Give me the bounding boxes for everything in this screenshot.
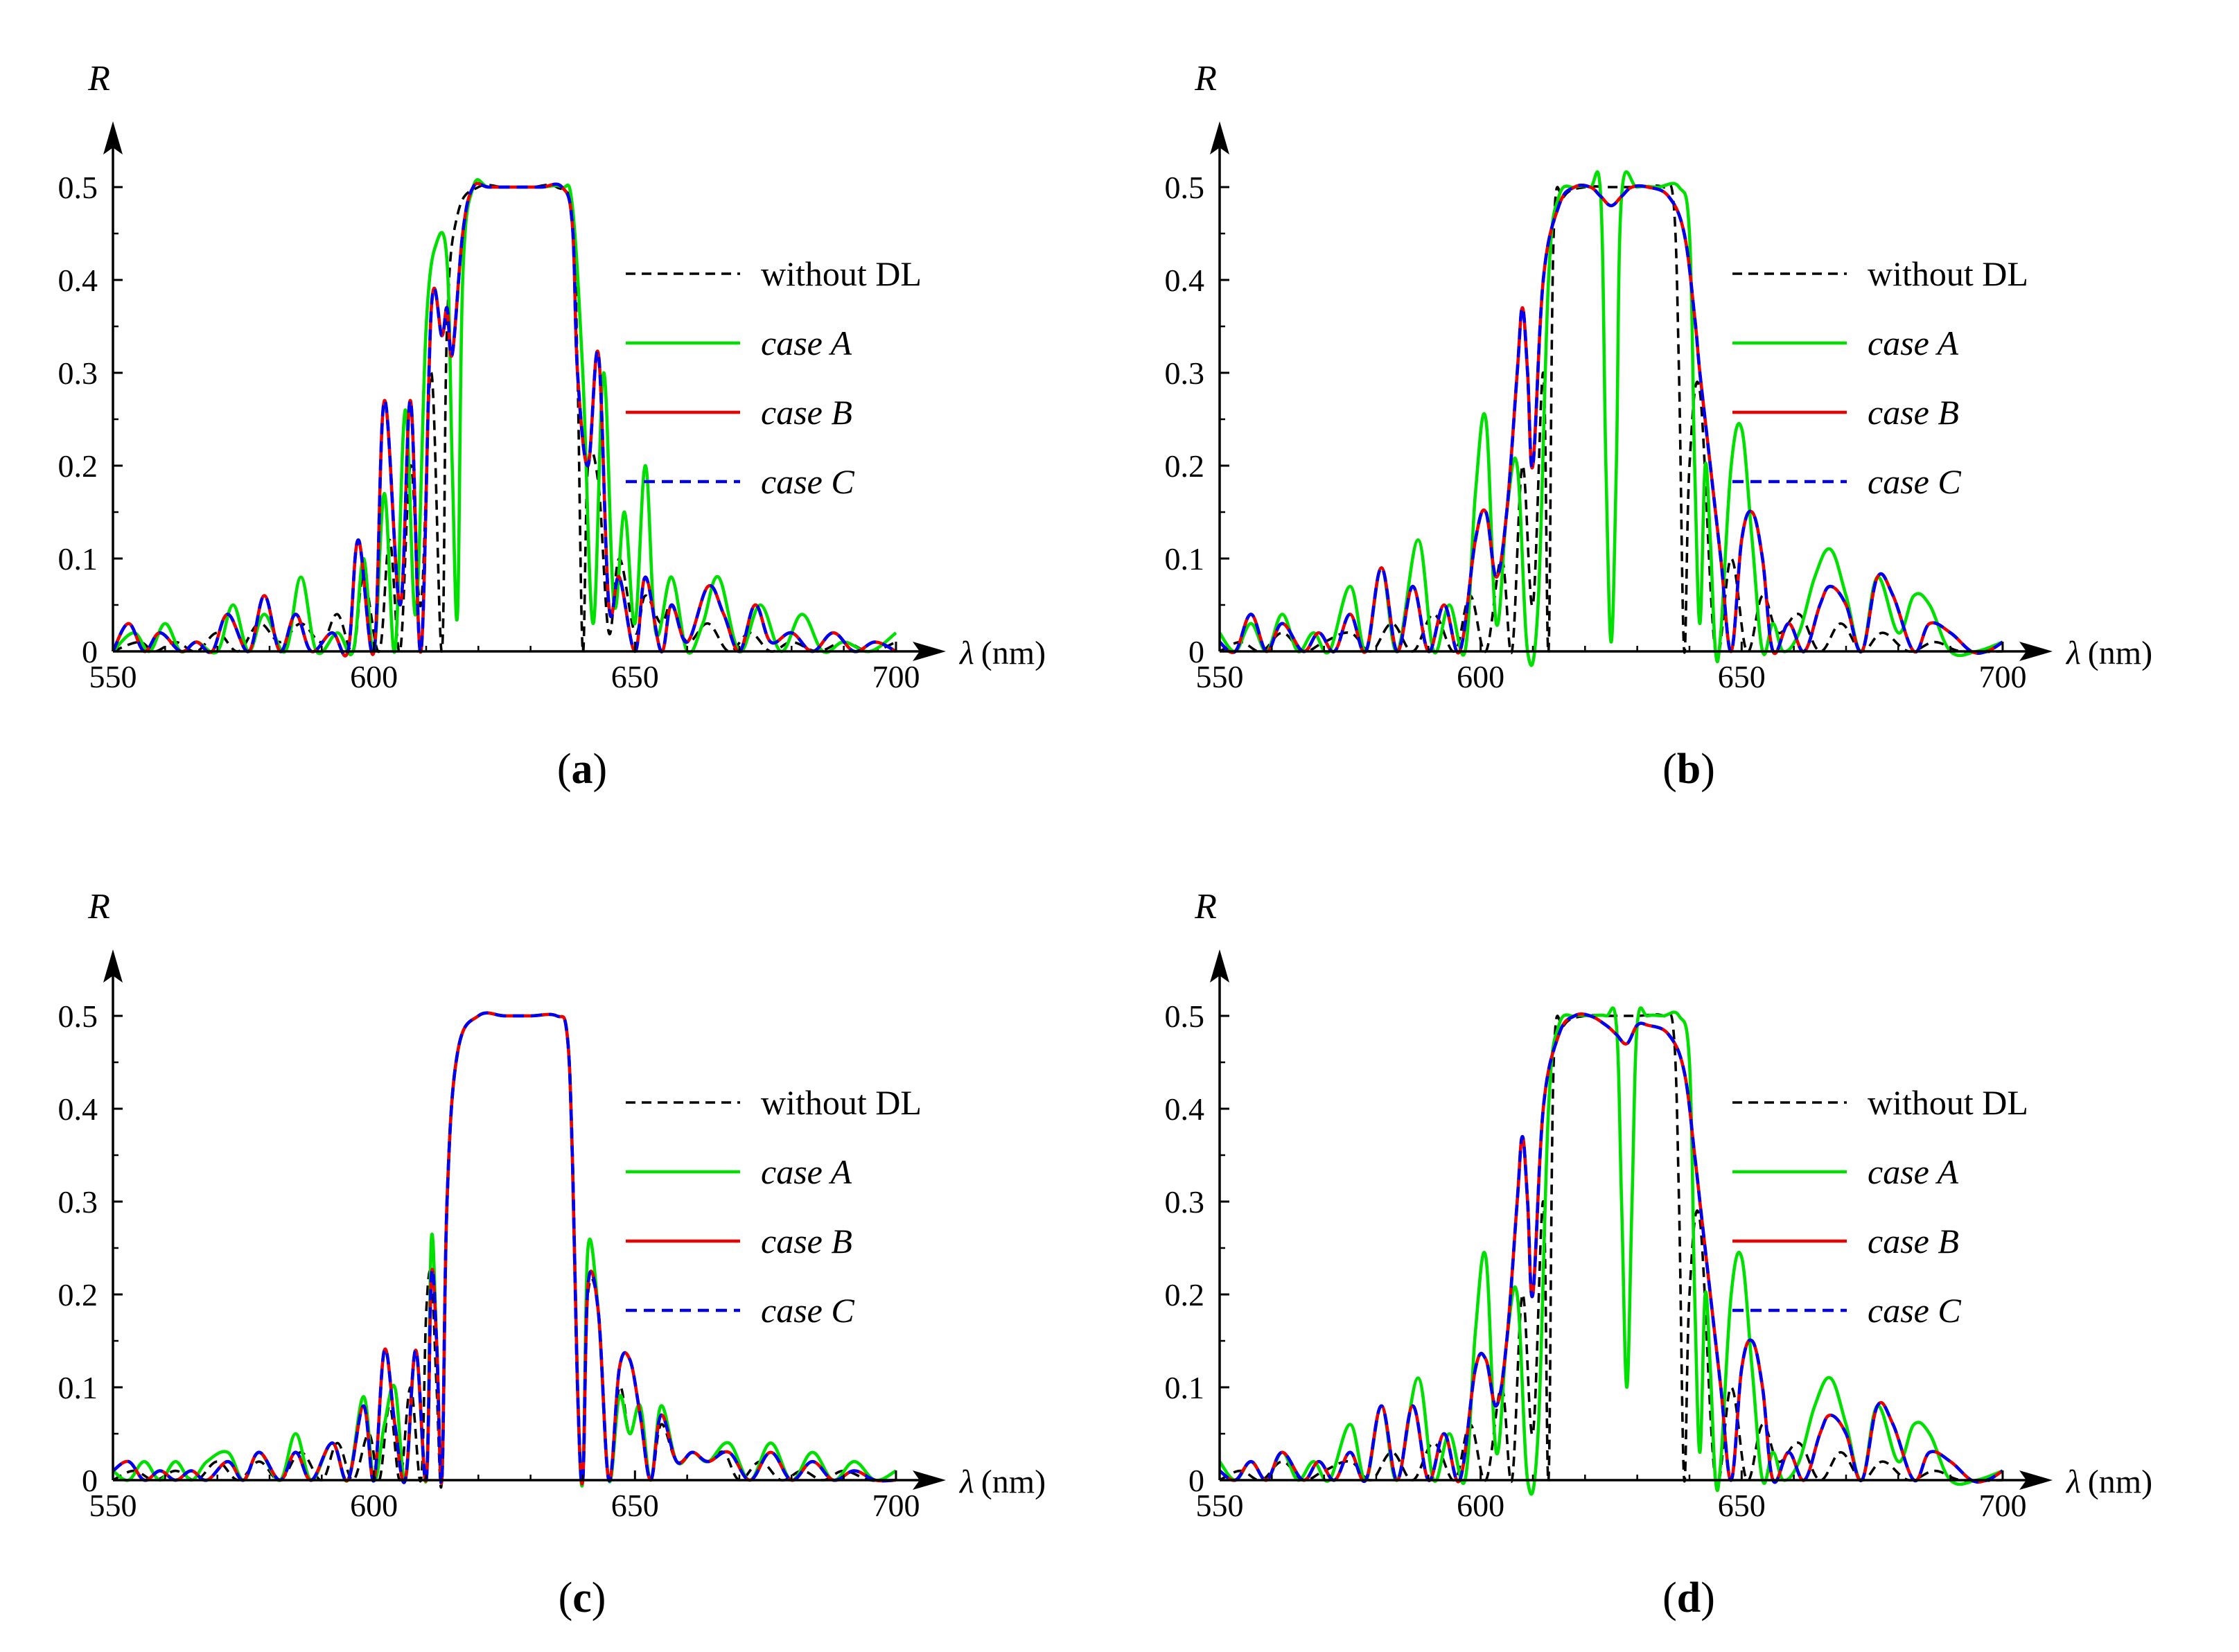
legend-label: case B <box>1868 393 1959 432</box>
y-tick-label: 0.1 <box>58 1370 98 1405</box>
legend-label: case C <box>1868 462 1961 501</box>
y-tick-label: 0.5 <box>58 999 98 1034</box>
panel-label: (a) <box>557 746 607 793</box>
y-tick-label: 0.1 <box>1165 1370 1205 1405</box>
x-tick-label: 550 <box>89 659 137 694</box>
panel-label: (d) <box>1662 1574 1715 1622</box>
y-axis-arrow-icon <box>1210 949 1229 983</box>
y-tick-label: 0.2 <box>58 448 98 484</box>
x-axis-unit: (nm) <box>981 1464 1046 1500</box>
y-axis-label: R <box>1194 59 1217 98</box>
legend-label: case B <box>1868 1222 1959 1260</box>
y-tick-label: 0 <box>1188 1463 1204 1498</box>
y-axis-arrow-icon <box>1210 121 1229 155</box>
series-line-case-a <box>112 178 897 656</box>
x-tick-label: 600 <box>1457 659 1504 694</box>
x-tick-label: 650 <box>611 659 659 694</box>
x-axis-unit: (nm) <box>981 635 1046 671</box>
y-axis-label: R <box>1194 887 1217 926</box>
x-axis-unit: (nm) <box>2088 1464 2152 1500</box>
x-tick-label: 700 <box>1978 1488 2026 1523</box>
chart-panel-a: 550 600 650 700 0 0.1 0.2 0.3 0.4 0.5 Rλ (nm) withou… <box>58 59 1046 793</box>
x-axis-arrow-icon <box>2019 642 2053 661</box>
y-tick-label: 0 <box>82 1463 98 1498</box>
x-tick-label: 700 <box>872 1488 920 1523</box>
y-tick-label: 0.4 <box>58 263 98 298</box>
x-axis-symbol: λ <box>958 635 974 671</box>
y-axis-label: R <box>87 59 110 98</box>
y-axis-arrow-icon <box>103 121 123 155</box>
y-tick-label: 0.4 <box>1165 1091 1205 1127</box>
y-tick-label: 0.3 <box>58 1184 98 1220</box>
y-tick-label: 0.4 <box>1165 263 1205 298</box>
x-tick-label: 650 <box>611 1488 659 1523</box>
x-axis-symbol: λ <box>2065 635 2081 671</box>
y-tick-label: 0.1 <box>1165 541 1205 577</box>
y-tick-label: 0.2 <box>1165 1277 1205 1312</box>
legend-label: case A <box>761 324 852 362</box>
series-line-case-c <box>112 1011 897 1486</box>
x-tick-label: 700 <box>1978 659 2026 694</box>
x-tick-label: 550 <box>1196 1488 1244 1523</box>
x-tick-label: 600 <box>350 1488 398 1523</box>
x-axis-label: λ (nm) <box>2065 635 2152 671</box>
x-axis-symbol: λ <box>2065 1464 2081 1500</box>
x-axis-label: λ (nm) <box>958 635 1046 671</box>
y-axis-arrow-icon <box>103 949 123 983</box>
x-tick-label: 650 <box>1718 1488 1766 1523</box>
x-tick-label: 550 <box>1196 659 1244 694</box>
y-tick-label: 0.1 <box>58 541 98 577</box>
y-tick-label: 0.5 <box>58 170 98 205</box>
series-line-case-b <box>111 182 897 658</box>
legend-label: case C <box>761 1291 854 1330</box>
legend-label: without DL <box>761 254 922 293</box>
legend-label: case C <box>1868 1291 1961 1330</box>
series-line-case-c <box>1218 183 2004 656</box>
y-tick-label: 0.2 <box>58 1277 98 1312</box>
y-tick-label: 0.3 <box>58 355 98 391</box>
legend-label: without DL <box>1868 254 2028 293</box>
x-tick-label: 600 <box>1457 1488 1504 1523</box>
y-tick-label: 0.3 <box>1165 355 1205 391</box>
y-tick-label: 0.5 <box>1165 999 1205 1034</box>
legend-label: without DL <box>761 1083 922 1122</box>
x-axis-arrow-icon <box>913 1470 946 1490</box>
legend-label: case C <box>761 462 854 501</box>
legend-label: case B <box>761 1222 852 1260</box>
x-axis-unit: (nm) <box>2088 635 2152 671</box>
y-tick-label: 0 <box>1188 634 1204 669</box>
panel-label: (c) <box>559 1574 606 1622</box>
x-axis-symbol: λ <box>958 1464 974 1500</box>
legend-label: without DL <box>1868 1083 2028 1122</box>
x-axis-arrow-icon <box>913 642 946 661</box>
x-tick-label: 700 <box>872 659 920 694</box>
x-tick-label: 550 <box>89 1488 137 1523</box>
x-axis-label: λ (nm) <box>958 1464 1046 1500</box>
chart-panel-d: 550 600 650 700 0 0.1 0.2 0.3 0.4 0.5 Rλ (nm) withou… <box>1165 887 2153 1622</box>
x-axis-arrow-icon <box>2019 1470 2053 1490</box>
y-axis-label: R <box>87 887 110 926</box>
x-axis-label: λ (nm) <box>2065 1464 2152 1500</box>
legend-label: case A <box>1868 1152 1958 1191</box>
panel-label: (b) <box>1662 746 1715 793</box>
legend-label: case A <box>761 1152 852 1191</box>
y-tick-label: 0.3 <box>1165 1184 1205 1220</box>
y-tick-label: 0.4 <box>58 1091 98 1127</box>
chart-panel-b: 550 600 650 700 0 0.1 0.2 0.3 0.4 0.5 Rλ (nm) withou… <box>1165 59 2153 793</box>
y-tick-label: 0.2 <box>1165 448 1205 484</box>
legend-label: case A <box>1868 324 1958 362</box>
legend-label: case B <box>761 393 852 432</box>
series-line-case-c <box>1218 1012 2004 1484</box>
y-tick-label: 0 <box>82 634 98 669</box>
y-tick-label: 0.5 <box>1165 170 1205 205</box>
chart-panel-c: 550 600 650 700 0 0.1 0.2 0.3 0.4 0.5 Rλ (nm) withou… <box>58 887 1046 1622</box>
x-tick-label: 600 <box>350 659 398 694</box>
x-tick-label: 650 <box>1718 659 1766 694</box>
